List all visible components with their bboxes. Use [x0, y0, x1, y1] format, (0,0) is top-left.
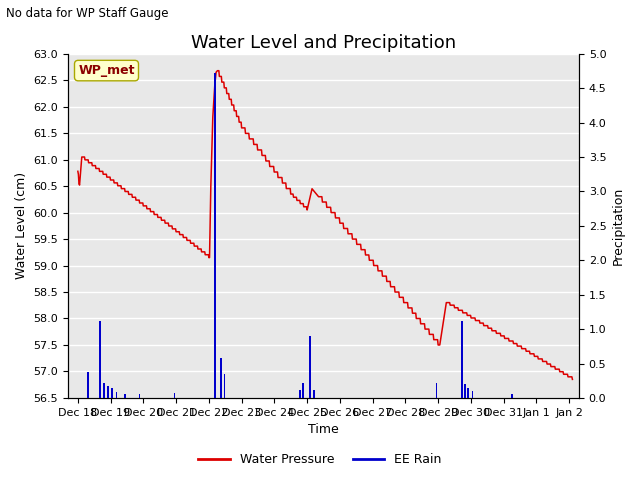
Bar [88, 372, 89, 398]
Bar [472, 391, 474, 398]
Bar [173, 393, 175, 398]
Bar [314, 390, 316, 398]
Bar [107, 385, 109, 398]
Bar [467, 388, 468, 398]
Bar [124, 394, 126, 398]
Bar [103, 383, 105, 398]
Bar [299, 390, 301, 398]
Title: Water Level and Precipitation: Water Level and Precipitation [191, 34, 456, 52]
Text: No data for WP Staff Gauge: No data for WP Staff Gauge [6, 7, 169, 20]
Bar [214, 73, 216, 398]
Bar [99, 321, 101, 398]
Bar [111, 388, 113, 398]
Bar [464, 384, 466, 398]
Text: WP_met: WP_met [78, 64, 135, 77]
Y-axis label: Water Level (cm): Water Level (cm) [15, 172, 28, 279]
Bar [461, 321, 463, 398]
Bar [511, 394, 513, 398]
Bar [116, 393, 117, 398]
Bar [138, 394, 140, 398]
X-axis label: Time: Time [308, 423, 339, 436]
Bar [309, 336, 310, 398]
Bar [302, 383, 304, 398]
Legend: Water Pressure, EE Rain: Water Pressure, EE Rain [193, 448, 447, 471]
Bar [224, 374, 225, 398]
Bar [436, 383, 437, 398]
Bar [220, 358, 222, 398]
Y-axis label: Precipitation: Precipitation [612, 187, 625, 265]
